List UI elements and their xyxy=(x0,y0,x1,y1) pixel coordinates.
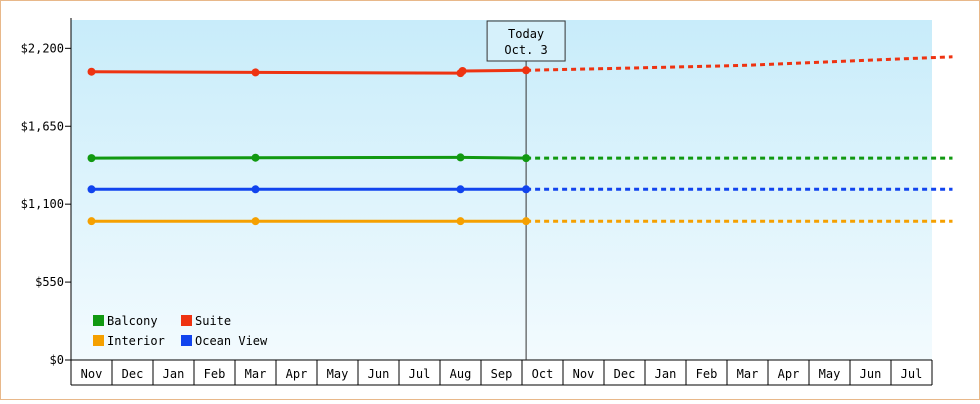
legend-label-ocean-view: Ocean View xyxy=(195,334,268,348)
series-projection-suite xyxy=(526,55,953,72)
today-label-box xyxy=(486,20,566,62)
legend-label-suite: Suite xyxy=(195,314,231,328)
data-point-suite xyxy=(251,68,260,77)
x-tick-label-jan: Jan xyxy=(163,367,185,381)
data-point-balcony xyxy=(522,154,531,163)
x-tick-label-mar: Mar xyxy=(245,367,267,381)
data-point-balcony xyxy=(87,154,96,163)
y-tick-label: $2,200 xyxy=(21,41,64,55)
data-point-suite xyxy=(522,66,531,75)
x-tick-label-may: May xyxy=(819,367,841,381)
x-tick-label-jan: Jan xyxy=(655,367,677,381)
x-tick-label-apr: Apr xyxy=(778,367,800,381)
data-point-balcony xyxy=(456,153,465,162)
x-tick-label-dec: Dec xyxy=(614,367,636,381)
y-tick-label: $0 xyxy=(50,353,64,367)
data-point-interior xyxy=(251,217,260,226)
legend-swatch-ocean-view xyxy=(181,335,192,346)
data-point-balcony xyxy=(251,153,260,162)
x-tick-label-jun: Jun xyxy=(860,367,882,381)
data-point-interior xyxy=(456,217,465,226)
y-tick-label: $1,650 xyxy=(21,119,64,133)
x-tick-label-nov: Nov xyxy=(573,367,595,381)
legend-swatch-suite xyxy=(181,315,192,326)
x-tick-label-nov: Nov xyxy=(81,367,103,381)
data-point-suite xyxy=(458,67,467,75)
x-tick-label-feb: Feb xyxy=(696,367,718,381)
data-point-ocean-view xyxy=(522,185,531,194)
today-label: Today xyxy=(508,27,544,41)
x-tick-label-mar: Mar xyxy=(737,367,759,381)
y-tick-label: $550 xyxy=(35,275,64,289)
x-tick-label-may: May xyxy=(327,367,349,381)
legend-swatch-balcony xyxy=(93,315,104,326)
legend-label-interior: Interior xyxy=(107,334,165,348)
y-tick-label: $1,100 xyxy=(21,197,64,211)
data-point-ocean-view xyxy=(251,185,260,194)
series-line-balcony xyxy=(91,155,527,160)
x-tick-label-feb: Feb xyxy=(204,367,226,381)
x-tick-label-jul: Jul xyxy=(901,367,923,381)
x-tick-label-oct: Oct xyxy=(532,367,554,381)
data-point-ocean-view xyxy=(87,185,96,194)
x-tick-label-sep: Sep xyxy=(491,367,513,381)
x-tick-label-aug: Aug xyxy=(450,367,472,381)
today-date: Oct. 3 xyxy=(504,43,547,57)
data-point-ocean-view xyxy=(456,185,465,194)
x-tick-label-apr: Apr xyxy=(286,367,308,381)
data-point-suite xyxy=(87,67,96,76)
data-point-interior xyxy=(87,217,96,226)
x-tick-label-dec: Dec xyxy=(122,367,144,381)
legend-swatch-interior xyxy=(93,335,104,346)
x-tick-label-jun: Jun xyxy=(368,367,390,381)
x-tick-label-jul: Jul xyxy=(409,367,431,381)
data-point-interior xyxy=(522,217,531,226)
legend-label-balcony: Balcony xyxy=(107,314,158,328)
